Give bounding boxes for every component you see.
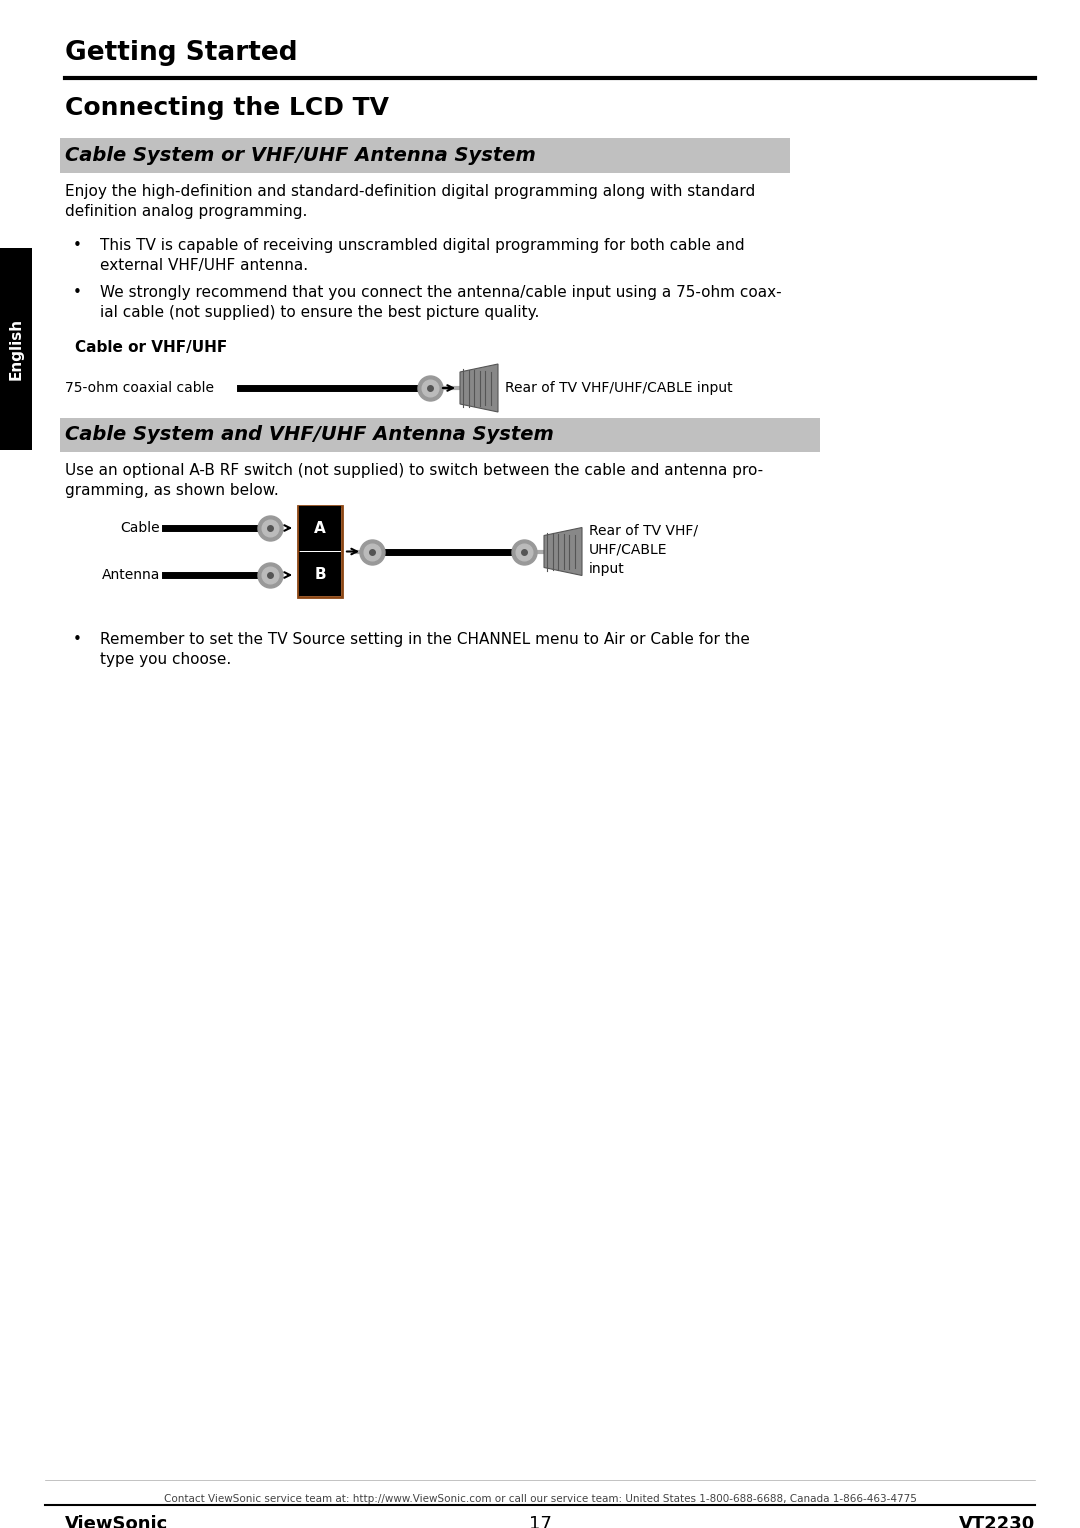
Text: gramming, as shown below.: gramming, as shown below.: [65, 483, 279, 498]
Text: Rear of TV VHF/UHF/CABLE input: Rear of TV VHF/UHF/CABLE input: [505, 380, 732, 396]
Bar: [299, 552, 341, 596]
Bar: [60, 138, 789, 173]
Text: Rear of TV VHF/
UHF/CABLE
input: Rear of TV VHF/ UHF/CABLE input: [589, 523, 698, 576]
Bar: [298, 506, 342, 597]
Text: •: •: [73, 633, 82, 646]
Text: Cable or VHF/UHF: Cable or VHF/UHF: [75, 341, 227, 354]
Text: •: •: [73, 238, 82, 254]
Text: Cable System and VHF/UHF Antenna System: Cable System and VHF/UHF Antenna System: [65, 425, 554, 445]
Text: Contact ViewSonic service team at: http://www.ViewSonic.com or call our service : Contact ViewSonic service team at: http:…: [163, 1494, 917, 1504]
Text: Remember to set the TV Source setting in the CHANNEL menu to Air or Cable for th: Remember to set the TV Source setting in…: [100, 633, 750, 646]
Text: Use an optional A-B RF switch (not supplied) to switch between the cable and ant: Use an optional A-B RF switch (not suppl…: [65, 463, 764, 478]
Text: external VHF/UHF antenna.: external VHF/UHF antenna.: [100, 258, 308, 274]
Text: 17: 17: [528, 1514, 552, 1528]
Text: Enjoy the high-definition and standard-definition digital programming along with: Enjoy the high-definition and standard-d…: [65, 183, 755, 199]
Text: ial cable (not supplied) to ensure the best picture quality.: ial cable (not supplied) to ensure the b…: [100, 306, 539, 319]
Text: Cable: Cable: [120, 521, 160, 535]
Text: Antenna: Antenna: [102, 568, 160, 582]
Text: English: English: [9, 318, 24, 380]
Text: We strongly recommend that you connect the antenna/cable input using a 75-ohm co: We strongly recommend that you connect t…: [100, 286, 782, 299]
Text: Connecting the LCD TV: Connecting the LCD TV: [65, 96, 389, 121]
Text: definition analog programming.: definition analog programming.: [65, 205, 308, 219]
Text: Cable System or VHF/UHF Antenna System: Cable System or VHF/UHF Antenna System: [65, 147, 536, 165]
Bar: [299, 506, 341, 550]
Text: B: B: [314, 567, 326, 582]
Polygon shape: [544, 527, 582, 576]
Text: type you choose.: type you choose.: [100, 652, 231, 668]
Text: 75-ohm coaxial cable: 75-ohm coaxial cable: [65, 380, 214, 396]
Text: A: A: [314, 521, 326, 536]
Text: ViewSonic: ViewSonic: [65, 1514, 168, 1528]
Text: Getting Started: Getting Started: [65, 40, 298, 66]
Bar: [60, 419, 820, 452]
Bar: [0, 248, 32, 451]
Text: This TV is capable of receiving unscrambled digital programming for both cable a: This TV is capable of receiving unscramb…: [100, 238, 744, 254]
Polygon shape: [460, 364, 498, 413]
Text: VT2230: VT2230: [959, 1514, 1035, 1528]
Text: •: •: [73, 286, 82, 299]
